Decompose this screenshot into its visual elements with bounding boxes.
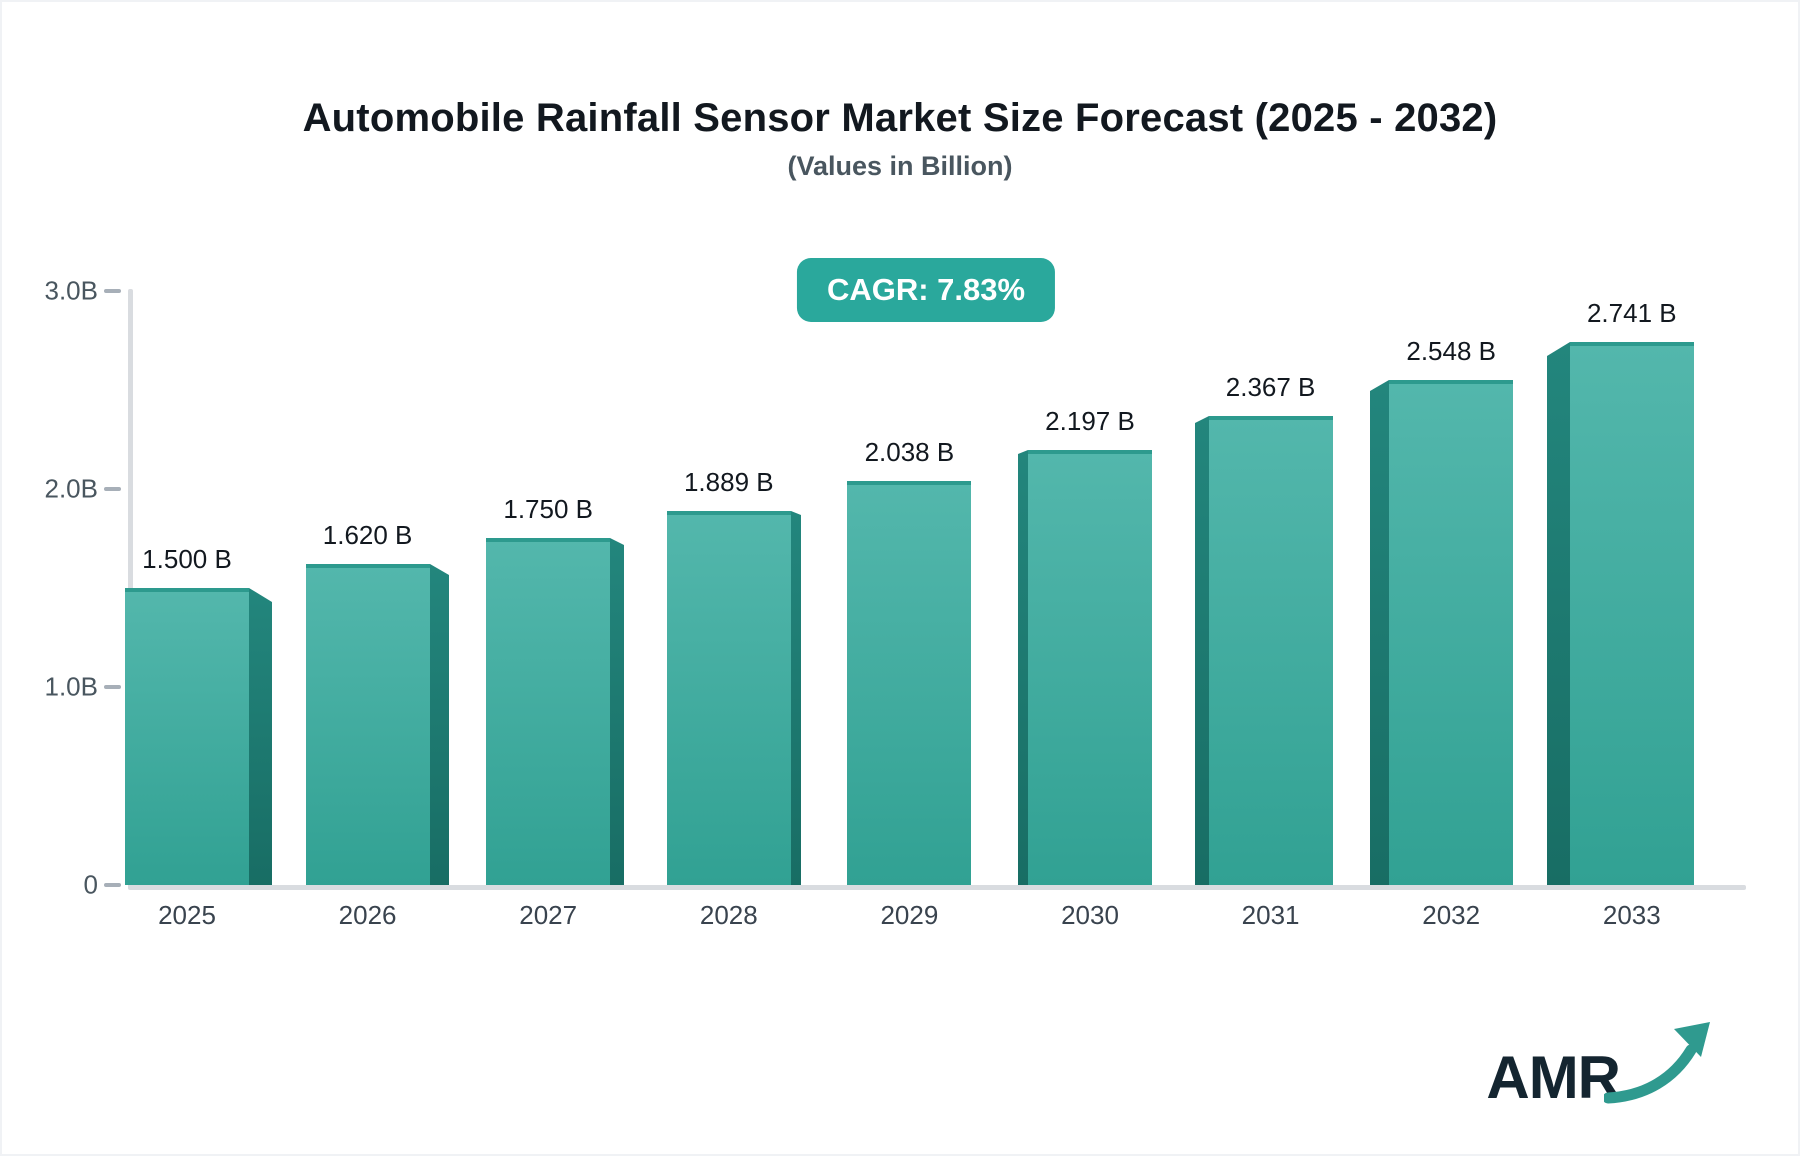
y-tick-dash xyxy=(104,289,121,293)
x-axis-label: 2028 xyxy=(699,900,758,930)
bar-side xyxy=(249,588,272,885)
y-tick-label: 1.0B xyxy=(44,671,99,702)
x-axis-line xyxy=(128,885,1746,890)
bar-face xyxy=(847,481,971,885)
bar-value-label: 1.750 B xyxy=(503,494,593,524)
growth-arrow-icon xyxy=(1604,1022,1710,1104)
bar-face xyxy=(1209,416,1333,885)
bar-value-label: 1.889 B xyxy=(683,467,774,497)
y-tick-label: 3.0B xyxy=(44,275,99,306)
y-tick-dash xyxy=(104,487,121,491)
x-axis-label: 2031 xyxy=(1241,900,1300,930)
bar-value-label: 2.367 B xyxy=(1225,372,1316,402)
y-tick-label: 2.0B xyxy=(44,473,99,504)
cagr-badge: CAGR: 7.83% xyxy=(796,258,1056,322)
bar-side xyxy=(1370,380,1389,885)
bar-face xyxy=(1389,380,1513,885)
x-axis-label: 2025 xyxy=(158,900,216,930)
y-tick-dash xyxy=(104,685,121,689)
bar-value-label: 2.741 B xyxy=(1586,298,1677,328)
bar-side xyxy=(430,564,449,885)
y-tick-label: 0 xyxy=(83,869,98,900)
bar-side xyxy=(1195,416,1209,885)
x-axis-label: 2029 xyxy=(880,900,939,930)
x-axis-label: 2030 xyxy=(1061,900,1119,930)
bar-face xyxy=(1028,450,1152,885)
brand-logo-text: AMR xyxy=(1486,1044,1621,1111)
bar-face xyxy=(486,538,610,885)
x-axis-label: 2027 xyxy=(519,900,578,930)
bar-value-label: 2.038 B xyxy=(864,437,955,467)
bar-value-label: 1.620 B xyxy=(322,520,413,550)
x-axis-label: 2032 xyxy=(1422,900,1481,930)
bar-side xyxy=(791,511,801,885)
bar-side xyxy=(1018,450,1028,885)
x-axis-label: 2033 xyxy=(1602,900,1661,930)
bar-value-label: 2.548 B xyxy=(1406,336,1496,366)
bar-value-label: 1.500 B xyxy=(142,544,232,574)
brand-logo: AMR xyxy=(1486,1020,1712,1108)
bar-side xyxy=(610,538,624,885)
bar-value-label: 2.197 B xyxy=(1045,406,1135,436)
x-axis-label: 2026 xyxy=(338,900,397,930)
bar-face xyxy=(306,564,430,885)
chart-title: Automobile Rainfall Sensor Market Size F… xyxy=(302,96,1498,140)
y-tick-dash xyxy=(104,883,121,887)
bar-face xyxy=(125,588,249,885)
chart-subtitle: (Values in Billion) xyxy=(787,151,1013,181)
bar-face xyxy=(1570,342,1694,885)
bar-face xyxy=(667,511,791,885)
bar-side xyxy=(1547,342,1570,885)
